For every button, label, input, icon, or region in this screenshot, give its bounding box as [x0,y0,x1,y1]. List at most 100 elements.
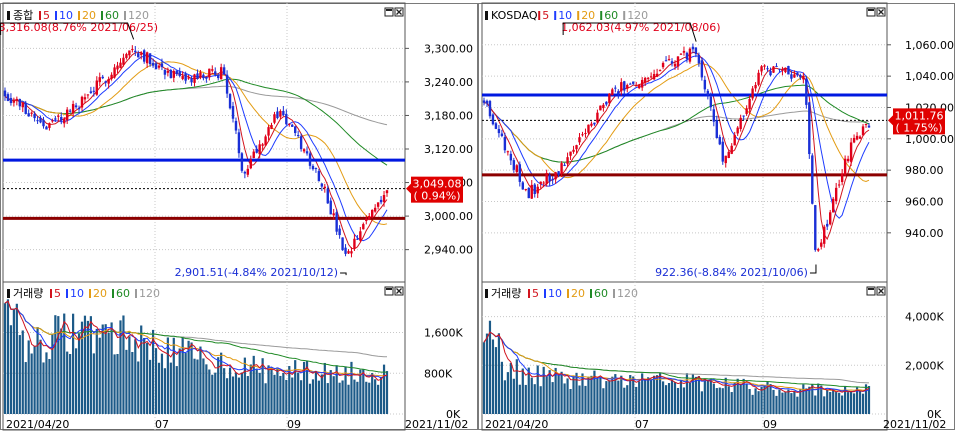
volume-bar [823,396,826,414]
volume-bar [644,379,647,414]
volume-legend: 거래량 5 10 20 60 120 [7,287,160,300]
candle-body [623,81,626,91]
candle-body [243,171,247,174]
close-icon-x [396,288,402,294]
volume-bar [385,371,389,414]
volume-bar [751,394,754,414]
legend-swatch-icon [485,11,488,20]
volume-bar [694,376,697,414]
volume-bar [515,359,518,414]
volume-bar [733,382,736,414]
candle-body [359,231,362,241]
volume-bar [74,348,78,414]
volume-bar [658,372,662,414]
candle-body [98,77,101,83]
window-restore-bar [386,288,392,290]
volume-bar [858,390,862,414]
candle-body [122,57,125,65]
volume-bar [787,389,790,414]
volume-bar [638,381,641,414]
volume-bar [855,387,859,414]
volume-bar [533,384,536,414]
candle-body [95,80,98,95]
volume-bar [228,367,232,414]
y-axis-label: 2,940.00 [424,244,473,257]
candle-body [151,63,155,66]
volume-bar [808,386,811,414]
y-axis-label: 1,000.00 [905,133,954,146]
window-restore-bar [868,9,874,11]
candle-body [299,136,303,150]
candle-body [596,112,599,123]
ma10-line [4,54,388,242]
candle-body [63,118,66,124]
current-price-box [893,108,945,135]
candle-body [368,216,371,220]
volume-bar [101,324,104,414]
volume-bar [832,388,835,414]
volume-bar [119,320,122,414]
candle-body [33,113,36,119]
window-restore-icon[interactable] [866,7,876,17]
candle-body [249,159,252,169]
candle-body [294,126,297,134]
volume-bar [653,375,656,414]
volume-bar [69,354,72,414]
arrow-marker-icon [0,22,135,40]
volume-bar [647,377,650,414]
volume-bar [60,328,63,414]
volume-bar [353,379,356,414]
candle-body [252,151,255,159]
candle-body [855,135,859,140]
candle-body [829,212,832,225]
candle-body [362,224,365,230]
candle-body [338,228,341,236]
volume-bar [285,379,288,414]
volume-bar [572,376,575,414]
candle-body [676,56,680,67]
window-restore-icon[interactable] [384,7,394,17]
candle-body [15,98,19,102]
candle-body [787,65,790,75]
legend-swatch-icon [567,289,569,298]
volume-bar [45,352,48,414]
candle-body [814,205,817,250]
chart-panel-kosdaq: KOSDAQ 5 10 20 60 120 거래량 5 10 20 60 120 1,060.00 1,0… [478,2,955,431]
candle-body [353,238,356,249]
window-restore-icon[interactable] [384,286,394,296]
volume-bar [784,391,787,414]
candle-body [712,109,716,122]
candle-body [637,84,641,89]
volume-bar [190,342,193,414]
volume-bar [146,342,149,414]
candle-body [71,103,75,114]
candle-body [784,67,787,73]
candle-body [113,67,116,78]
volume-bar [223,368,226,414]
candle-body [491,114,495,125]
ma20-line [4,61,388,226]
candle-body [760,66,763,72]
volume-bar [551,382,554,414]
candle-body [193,74,196,83]
volume-bar [518,384,521,414]
candle-body [831,198,835,213]
volume-bar [566,378,569,414]
volume-bar [656,375,659,414]
volume-bar [379,376,383,414]
volume-bar [234,372,238,414]
ma20-line [483,63,870,183]
candle-body [727,151,730,158]
window-restore-icon[interactable] [866,286,876,296]
arrow-marker-icon [340,272,347,276]
candle-body [261,144,264,146]
volume-bar [95,328,98,414]
volume-bar [51,334,54,414]
volume-bar [826,389,829,414]
candle-body [569,151,572,156]
x-axis-label: 2021/11/02 [405,418,468,431]
volume-bar [673,382,677,414]
volume-bar [193,358,196,414]
volume-bar [104,324,107,414]
